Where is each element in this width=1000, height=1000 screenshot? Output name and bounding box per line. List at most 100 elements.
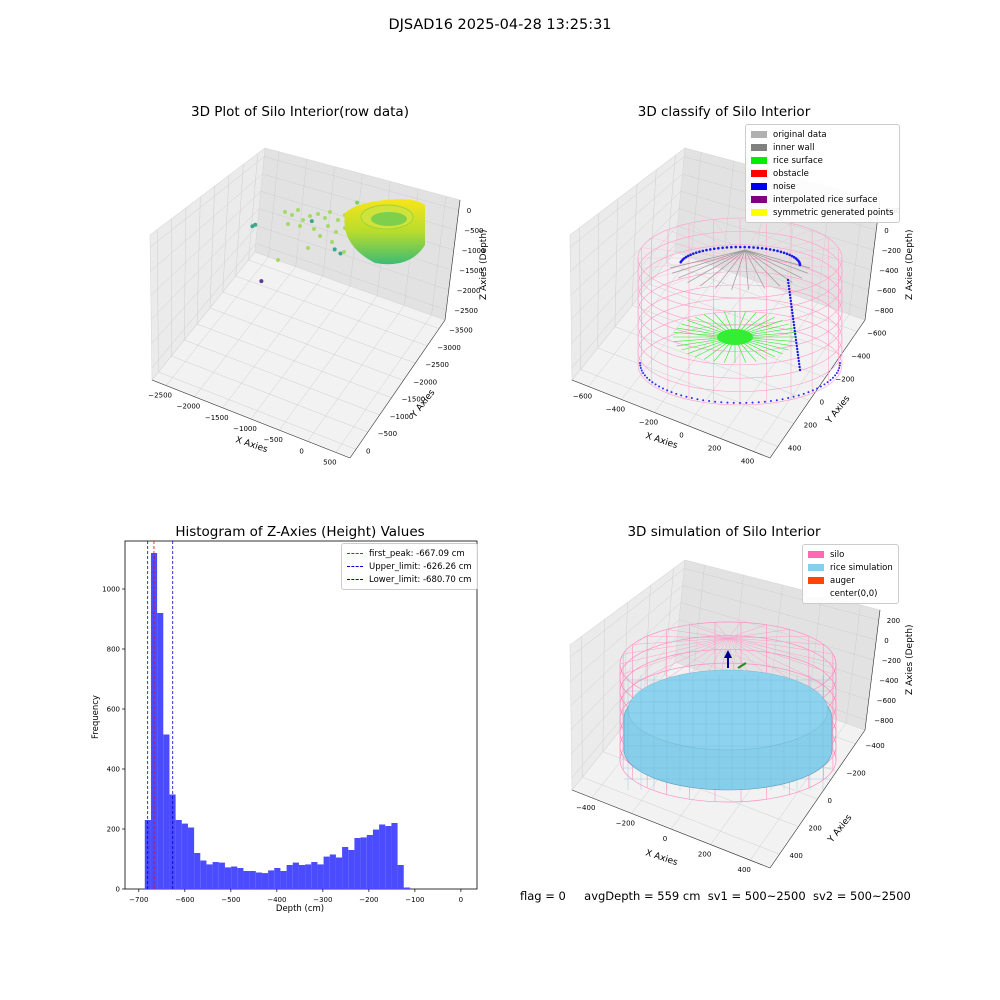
y-tick-label: 0 — [116, 886, 120, 894]
y-tick-label: 0 — [366, 447, 370, 455]
histogram-bar — [329, 854, 336, 889]
y-axis-line — [769, 729, 866, 869]
noise-point — [792, 323, 796, 327]
silo-roof-line — [632, 637, 729, 645]
raw-point — [334, 230, 338, 234]
sv1-value: sv1 = 500~2500 — [707, 889, 806, 903]
noise-point — [787, 397, 790, 400]
silo-roof-line — [666, 629, 729, 639]
raw-outlier-point — [309, 219, 314, 224]
noise-point — [739, 402, 741, 404]
grid-line — [570, 619, 872, 730]
status-footer: flag = 0 avgDepth = 559 cm sv1 = 500~250… — [520, 889, 911, 903]
legend-entry: Lower_limit: -680.70 cm — [347, 573, 472, 586]
noise-point — [837, 369, 840, 372]
z-tick-label: 0 — [467, 207, 471, 215]
x-tick-label: 0 — [299, 447, 303, 455]
z-tick-label: 200 — [887, 617, 900, 625]
noise-point — [646, 376, 649, 379]
histogram-bar — [237, 868, 244, 889]
x-tick-label: −2500 — [148, 392, 172, 400]
histogram-bar — [403, 887, 410, 889]
x-tick-label: 0 — [663, 835, 667, 843]
noise-point — [798, 365, 801, 369]
simulation-z-axis-label: Z Axies (Depth) — [905, 624, 915, 695]
grid-line — [235, 164, 428, 347]
noise-point — [792, 320, 795, 324]
y-tick-label: −200 — [835, 376, 854, 384]
legend-swatch — [751, 144, 767, 151]
noise-point — [797, 359, 800, 363]
noise-point — [819, 385, 822, 388]
histogram-bar — [163, 734, 170, 889]
x-tick-label: 200 — [708, 445, 721, 453]
grid-line — [222, 175, 416, 364]
x-tick-label: −600 — [175, 896, 194, 904]
noise-point — [686, 254, 690, 258]
silo-roof-line — [632, 637, 729, 684]
silo-wire-spoke — [688, 257, 741, 293]
noise-point — [658, 385, 661, 388]
y-tick-label: 0 — [828, 797, 832, 805]
x-tick-label: −200 — [616, 819, 635, 827]
inner-wall-line — [744, 249, 749, 290]
noise-point — [807, 391, 810, 394]
noise-point — [745, 401, 748, 404]
simulation-legend: silo rice simulation auger center(0,0) — [802, 544, 899, 604]
noise-point — [790, 308, 794, 312]
noise-point — [764, 247, 768, 251]
silo-roof-line — [647, 635, 729, 639]
raw-point — [336, 218, 340, 222]
raw-3d-points — [250, 199, 425, 284]
histogram-bar — [224, 867, 232, 889]
noise-point — [690, 397, 693, 400]
legend-label: obstacle — [773, 168, 809, 179]
inner-wall-line — [744, 249, 803, 279]
inner-wall-line — [669, 249, 746, 269]
y-tick-label: −3500 — [449, 327, 473, 335]
silo-roof-line — [727, 637, 824, 645]
noise-point — [685, 395, 688, 398]
raw-point — [330, 240, 334, 244]
raw-point — [312, 227, 316, 231]
x-tick-label: −500 — [264, 436, 283, 444]
inner-wall-line — [744, 249, 793, 283]
grid-line — [209, 186, 404, 381]
z-tick-label: −800 — [874, 717, 893, 725]
silo-wire-spoke — [739, 257, 813, 287]
histogram-bar — [157, 613, 164, 889]
x-tick-label: 400 — [741, 458, 754, 466]
y-tick-label: 600 — [107, 706, 120, 714]
inner-wall-line — [714, 249, 746, 289]
inner-wall-line — [744, 249, 766, 289]
z-tick-label: 0 — [884, 227, 888, 235]
raw-point — [290, 213, 294, 217]
y-tick-label: −1500 — [402, 396, 426, 404]
raw-y-axis-label: Y Axies — [409, 388, 438, 421]
histogram-bar — [335, 857, 343, 889]
histogram-bar — [311, 862, 318, 889]
inner-wall-line — [731, 249, 746, 290]
legend-label: interpolated rice surface — [773, 194, 878, 205]
histogram-bar — [212, 862, 219, 889]
histogram-bar — [268, 870, 275, 889]
histogram-bar — [200, 860, 207, 889]
noise-point — [788, 290, 791, 294]
noise-point — [787, 281, 790, 285]
noise-point — [796, 347, 799, 351]
noise-point — [795, 344, 798, 348]
grid-line — [570, 191, 874, 296]
grid-line — [570, 208, 872, 320]
histogram-bar — [206, 864, 213, 889]
figure-title: DJSAD16 2025-04-28 13:25:31 — [388, 17, 612, 33]
grid-line — [151, 225, 449, 344]
noise-point — [670, 391, 673, 394]
legend-line-swatch — [347, 553, 363, 554]
classify-z-axis-label: Z Axies (Depth) — [905, 229, 915, 300]
noise-point — [792, 395, 795, 398]
y-tick-label: −600 — [867, 330, 886, 338]
silo-roof-line — [727, 629, 790, 639]
silo-wire-spoke — [739, 257, 767, 297]
x-tick-label: −2000 — [177, 403, 201, 411]
silo-roof-line — [727, 637, 824, 684]
